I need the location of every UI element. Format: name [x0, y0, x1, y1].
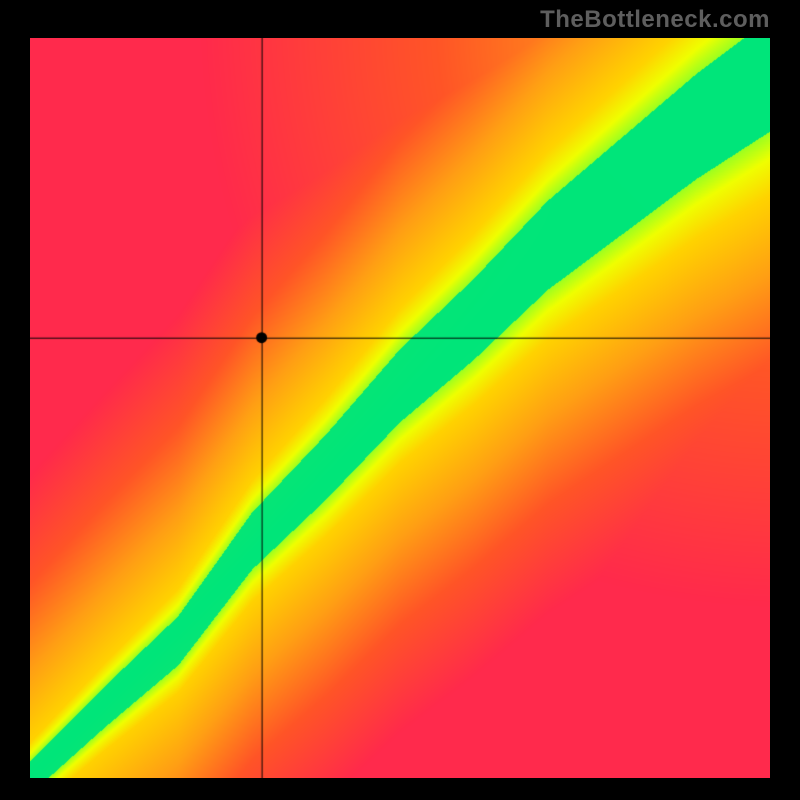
heatmap-plot [30, 38, 770, 778]
chart-container: TheBottleneck.com [0, 0, 800, 800]
watermark-text: TheBottleneck.com [540, 6, 770, 34]
crosshair-overlay [30, 38, 770, 778]
